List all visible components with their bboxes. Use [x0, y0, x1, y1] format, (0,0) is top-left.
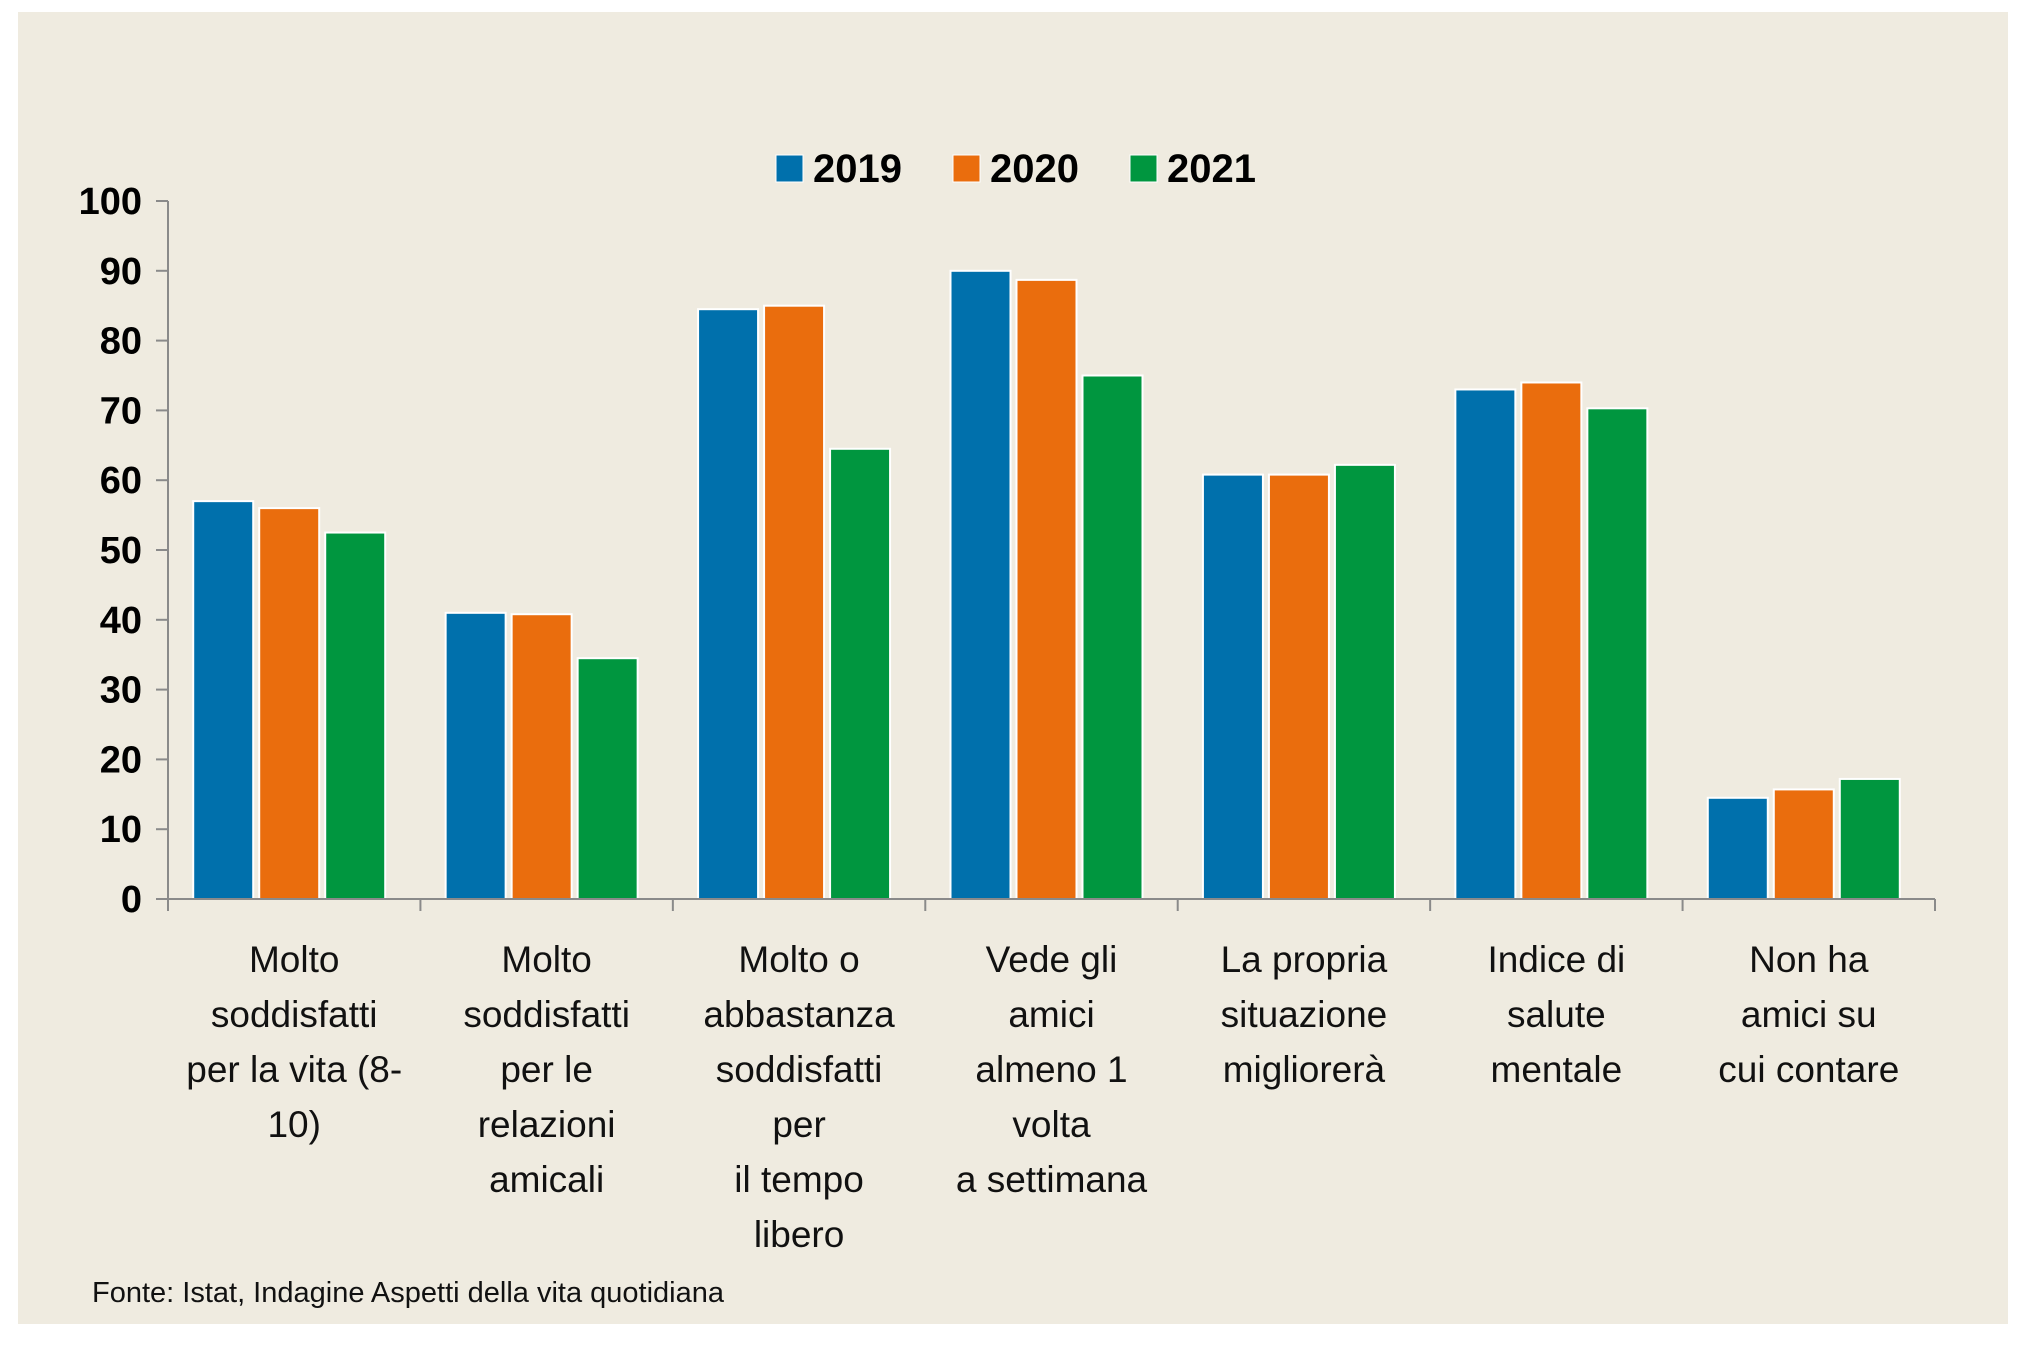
y-tick-label: 60 — [100, 460, 142, 502]
bar-2020-cat-5 — [1267, 473, 1330, 900]
y-tick-label: 0 — [121, 879, 142, 921]
bar-2020-cat-1 — [258, 507, 321, 900]
bar-2020-cat-4 — [1015, 278, 1078, 900]
bar-2021-cat-1 — [324, 531, 387, 900]
bar-2021-cat-4 — [1081, 374, 1144, 900]
y-tick-label: 90 — [100, 251, 142, 293]
bar-2019-cat-3 — [697, 308, 760, 900]
y-tick-label: 20 — [100, 739, 142, 781]
y-tick-label: 80 — [100, 321, 142, 363]
bar-2021-cat-6 — [1586, 407, 1649, 900]
legend-label-2021: 2021 — [1167, 147, 1256, 191]
bar-2019-cat-4 — [949, 269, 1012, 900]
bar-chart: 0 10 20 30 40 50 60 70 80 90 100 Molto soddisfatti pe… — [79, 147, 1936, 1255]
bar-2019-cat-6 — [1454, 388, 1517, 900]
y-tick-label: 30 — [100, 670, 142, 712]
bar-2019-cat-2 — [444, 611, 507, 900]
y-tick-label: 10 — [100, 809, 142, 851]
category-label: Non ha amici su cui contare — [1718, 939, 1899, 1090]
category-label: La propria situazione migliorerà — [1221, 939, 1388, 1090]
bar-2020-cat-7 — [1772, 788, 1835, 900]
bar-2020-cat-2 — [510, 613, 573, 900]
bar-2019-cat-1 — [192, 500, 255, 900]
category-label: Molto o abbastanza soddisfatti per il tempo l… — [703, 939, 895, 1255]
y-tick-label: 40 — [100, 600, 142, 642]
y-tick-label: 50 — [100, 530, 142, 572]
category-label: Vede gli amici almeno 1 volta a settimana — [956, 939, 1148, 1200]
category-label: Molto soddisfatti per le relazioni amicali — [463, 939, 630, 1200]
legend-label-2020: 2020 — [990, 147, 1079, 191]
y-tick-label: 100 — [79, 181, 142, 223]
bar-2021-cat-3 — [829, 447, 892, 900]
legend-swatch-2021 — [1129, 154, 1158, 183]
bar-2019-cat-7 — [1706, 796, 1769, 900]
bar-2019-cat-5 — [1201, 473, 1264, 900]
category-label: Indice di salute mentale — [1487, 939, 1625, 1090]
bar-2020-cat-3 — [763, 304, 826, 900]
legend-swatch-2019 — [775, 154, 804, 183]
bar-2021-cat-5 — [1333, 463, 1396, 900]
source-note: Fonte: Istat, Indagine Aspetti della vit… — [92, 1277, 724, 1309]
legend-swatch-2020 — [952, 154, 981, 183]
y-tick-label: 70 — [100, 390, 142, 432]
category-label: Molto soddisfatti per la vita (8-10) — [186, 939, 402, 1145]
chart-panel: 0 10 20 30 40 50 60 70 80 90 100 Molto soddisfatti pe… — [18, 12, 2008, 1324]
bar-2020-cat-6 — [1520, 381, 1583, 901]
bar-2021-cat-7 — [1838, 777, 1901, 900]
legend-label-2019: 2019 — [813, 147, 902, 191]
bar-2021-cat-2 — [576, 657, 639, 900]
